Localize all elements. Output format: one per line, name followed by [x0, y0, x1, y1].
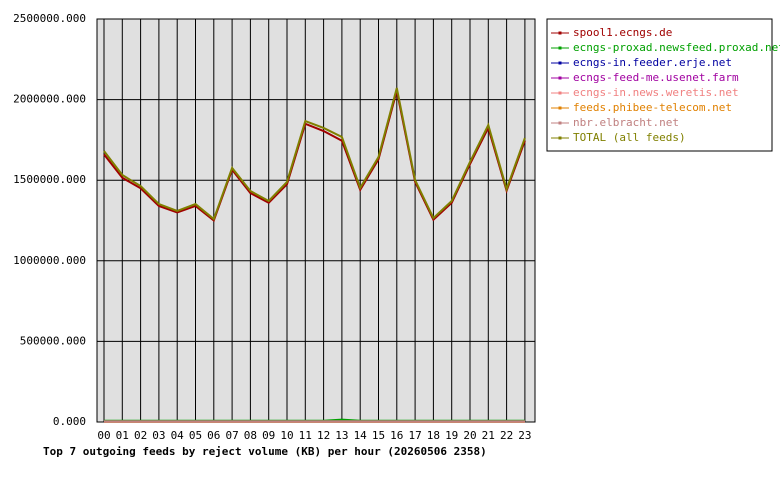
legend-marker [558, 121, 562, 125]
x-tick-label: 11 [299, 429, 312, 442]
y-tick-label: 2500000.000 [13, 12, 86, 25]
legend-label: ecngs-in.news.weretis.net [573, 86, 739, 99]
x-tick-label: 09 [262, 429, 275, 442]
legend-label: feeds.phibee-telecom.net [573, 101, 732, 114]
x-tick-label: 04 [171, 429, 185, 442]
x-tick-label: 18 [427, 429, 440, 442]
series-line [103, 87, 526, 221]
legend-label: nbr.elbracht.net [573, 116, 679, 129]
x-tick-label: 06 [207, 429, 220, 442]
x-tick-label: 16 [390, 429, 403, 442]
plot-area [97, 19, 535, 422]
x-tick-label: 19 [445, 429, 458, 442]
x-tick-label: 15 [372, 429, 385, 442]
y-tick-label: 500000.000 [20, 334, 86, 347]
x-tick-label: 13 [335, 429, 348, 442]
legend-marker [558, 46, 562, 50]
legend-marker [558, 61, 562, 65]
x-tick-label: 21 [482, 429, 495, 442]
legend-label: ecngs-proxad.newsfeed.proxad.net [573, 41, 780, 54]
legend-marker [558, 31, 562, 35]
legend-label: TOTAL (all feeds) [573, 131, 686, 144]
x-tick-label: 17 [408, 429, 421, 442]
x-tick-label: 05 [189, 429, 202, 442]
legend-box [546, 18, 773, 152]
x-tick-label: 12 [317, 429, 330, 442]
y-tick-label: 1000000.000 [13, 254, 86, 267]
x-tick-label: 01 [116, 429, 129, 442]
legend-label: spool1.ecngs.de [573, 26, 672, 39]
chart-title: Top 7 outgoing feeds by reject volume (K… [43, 445, 487, 458]
x-tick-label: 20 [463, 429, 476, 442]
legend-marker [558, 76, 562, 80]
legend-marker [558, 91, 562, 95]
legend-label: ecngs-in.feeder.erje.net [573, 56, 732, 69]
y-tick-label: 0.000 [53, 415, 86, 428]
x-tick-label: 00 [97, 429, 110, 442]
x-tick-label: 14 [354, 429, 368, 442]
x-tick-label: 23 [518, 429, 531, 442]
legend-marker [558, 136, 562, 140]
y-tick-label: 1500000.000 [13, 173, 86, 186]
x-tick-label: 03 [152, 429, 165, 442]
x-tick-label: 10 [280, 429, 293, 442]
x-tick-label: 02 [134, 429, 147, 442]
x-tick-label: 07 [225, 429, 238, 442]
x-tick-label: 08 [244, 429, 257, 442]
legend-marker [558, 106, 562, 110]
x-tick-label: 22 [500, 429, 513, 442]
legend-label: ecngs-feed-me.usenet.farm [573, 71, 739, 84]
y-tick-label: 2000000.000 [13, 93, 86, 106]
